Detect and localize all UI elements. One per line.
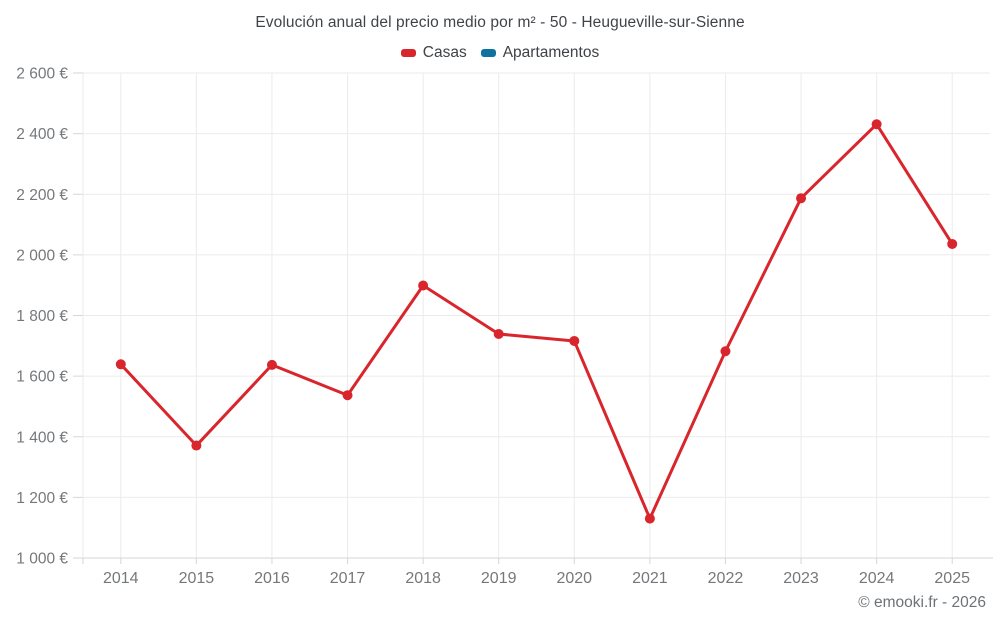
data-point-casas-2020[interactable] <box>569 335 580 346</box>
y-axis-label: 2 600 € <box>16 66 68 83</box>
data-point-casas-2014[interactable] <box>115 359 126 370</box>
y-axis-label: 1 400 € <box>16 429 68 446</box>
x-axis-label: 2017 <box>330 570 366 587</box>
x-axis-label: 2023 <box>783 570 819 587</box>
x-axis-label: 2022 <box>708 570 744 587</box>
data-point-casas-2018[interactable] <box>418 280 429 291</box>
x-axis-label: 2024 <box>859 570 895 587</box>
x-axis-label: 2016 <box>254 570 290 587</box>
x-axis-label: 2018 <box>405 570 441 587</box>
legend-label: Casas <box>422 44 467 61</box>
data-point-casas-2023[interactable] <box>796 193 807 204</box>
chart-legend: Casas Apartamentos <box>0 44 1000 62</box>
y-axis-label: 1 000 € <box>16 551 68 568</box>
chart-title: Evolución anual del precio medio por m² … <box>255 14 745 31</box>
y-axis-label: 2 000 € <box>16 247 68 264</box>
copyright-watermark: © emooki.fr - 2026 <box>858 594 986 611</box>
legend-swatch-icon <box>480 49 496 57</box>
y-axis-label: 2 200 € <box>16 187 68 204</box>
legend-swatch-icon <box>400 49 416 57</box>
y-axis-label: 2 400 € <box>16 126 68 143</box>
data-point-casas-2021[interactable] <box>644 513 655 524</box>
legend-item-apartamentos[interactable]: Apartamentos <box>480 44 600 62</box>
data-point-casas-2022[interactable] <box>720 346 731 357</box>
x-axis-label: 2014 <box>103 570 139 587</box>
x-axis-label: 2021 <box>632 570 668 587</box>
y-axis-label: 1 600 € <box>16 369 68 386</box>
data-point-casas-2015[interactable] <box>191 440 202 451</box>
legend-item-casas[interactable]: Casas <box>400 44 467 62</box>
data-point-casas-2019[interactable] <box>493 328 504 339</box>
data-point-casas-2025[interactable] <box>947 238 958 249</box>
data-point-casas-2024[interactable] <box>871 119 882 130</box>
data-point-casas-2016[interactable] <box>266 359 277 370</box>
x-axis-label: 2019 <box>481 570 517 587</box>
x-axis-label: 2025 <box>934 570 970 587</box>
x-axis-label: 2015 <box>179 570 215 587</box>
legend-label: Apartamentos <box>502 44 600 61</box>
y-axis-label: 1 200 € <box>16 490 68 507</box>
x-axis-label: 2020 <box>556 570 592 587</box>
data-point-casas-2017[interactable] <box>342 390 353 401</box>
series-line-casas <box>119 122 954 521</box>
y-axis-label: 1 800 € <box>16 308 68 325</box>
